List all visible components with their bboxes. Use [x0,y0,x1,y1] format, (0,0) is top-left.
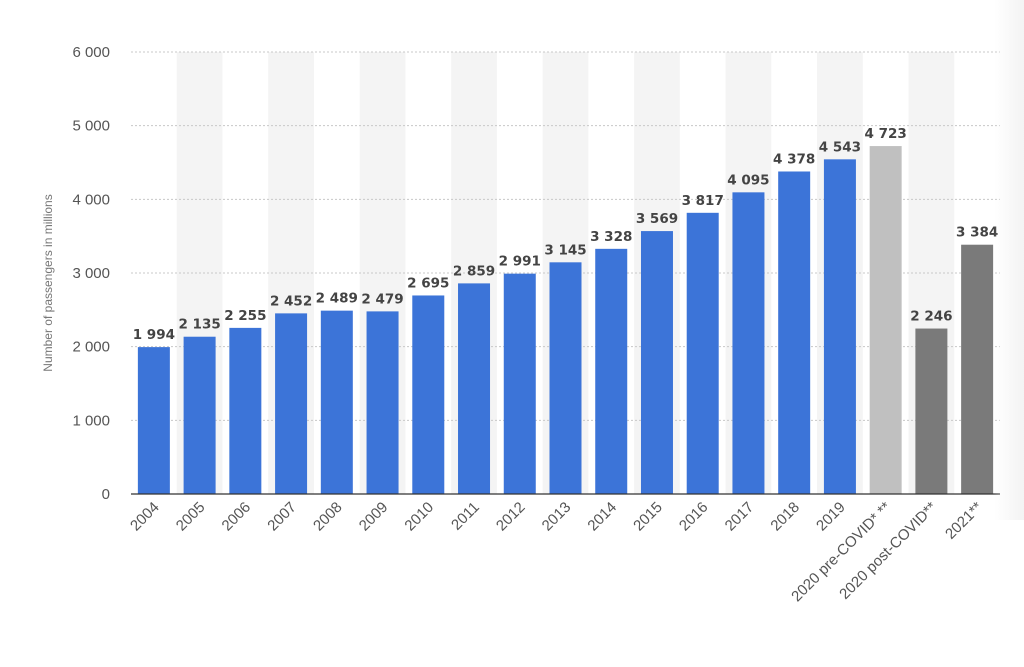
x-tick-label: 2006 [219,499,255,535]
x-tick-label: 2018 [767,499,803,535]
x-tick-label: 2007 [264,499,300,535]
bar[interactable] [686,212,719,494]
edge-fade [994,0,1024,520]
bar[interactable] [732,192,765,494]
bar[interactable] [823,159,856,494]
data-label: 4 095 [727,172,769,188]
bar[interactable] [412,295,445,494]
x-tick-label: 2013 [539,499,575,535]
bar[interactable] [640,231,673,494]
bar[interactable] [778,171,811,494]
data-label: 3 328 [590,229,632,245]
x-tick-label: 2005 [173,499,209,535]
x-tick-label: 2004 [127,499,163,535]
data-label: 2 135 [178,317,220,333]
data-label: 3 569 [636,211,678,227]
data-label: 4 543 [819,139,861,155]
data-label: 2 991 [499,254,541,270]
x-tick-label: 2017 [722,499,758,535]
bar[interactable] [869,146,902,494]
x-tick-label: 2012 [493,499,529,535]
data-label: 2 695 [407,275,449,291]
x-axis-tick-labels: 2004 2005 2006 2007 2008 2009 2010 2011 2012 2013… [127,499,986,605]
bar[interactable] [275,313,308,494]
data-label: 4 723 [865,126,907,142]
data-label: 3 817 [682,193,724,209]
data-label: 4 378 [773,151,815,167]
bar[interactable] [503,273,536,494]
data-label: 2 859 [453,263,495,279]
y-axis-tick-labels: 0 1 000 2 000 3 000 4 000 5 000 6 000 [72,44,110,503]
data-label: 3 384 [956,225,998,241]
bar[interactable] [320,310,353,494]
y-tick-label: 1 000 [72,412,110,429]
y-tick-label: 4 000 [72,191,110,208]
data-label: 2 479 [361,291,403,307]
y-tick-label: 3 000 [72,265,110,282]
y-tick-label: 5 000 [72,118,110,135]
bar[interactable] [366,311,399,494]
x-tick-label: 2014 [584,499,620,535]
bar[interactable] [229,327,262,494]
bar[interactable] [595,248,628,494]
y-tick-label: 2 000 [72,339,110,356]
x-tick-label: 2009 [356,499,392,535]
bars [137,146,994,494]
y-tick-label: 6 000 [72,44,110,61]
y-tick-label: 0 [102,486,110,503]
x-tick-label: 2016 [676,499,712,535]
data-label: 1 994 [133,327,175,343]
x-tick-label: 2010 [401,499,437,535]
data-label: 2 255 [224,308,266,324]
data-label: 2 452 [270,293,312,309]
bar[interactable] [183,336,216,494]
bar[interactable] [458,283,491,494]
bar[interactable] [549,262,582,494]
x-tick-label: 2019 [813,499,849,535]
data-label: 3 145 [544,242,586,258]
bar[interactable] [137,347,170,494]
data-label: 2 489 [316,291,358,307]
y-axis-title: Number of passengers in millions [41,194,55,371]
x-tick-label: 2015 [630,499,666,535]
x-tick-label: 2008 [310,499,346,535]
bar[interactable] [961,244,994,494]
x-tick-label: 2021** [942,499,986,543]
data-label: 2 246 [910,309,952,325]
x-tick-label: 2011 [448,499,483,534]
bar[interactable] [915,328,948,494]
